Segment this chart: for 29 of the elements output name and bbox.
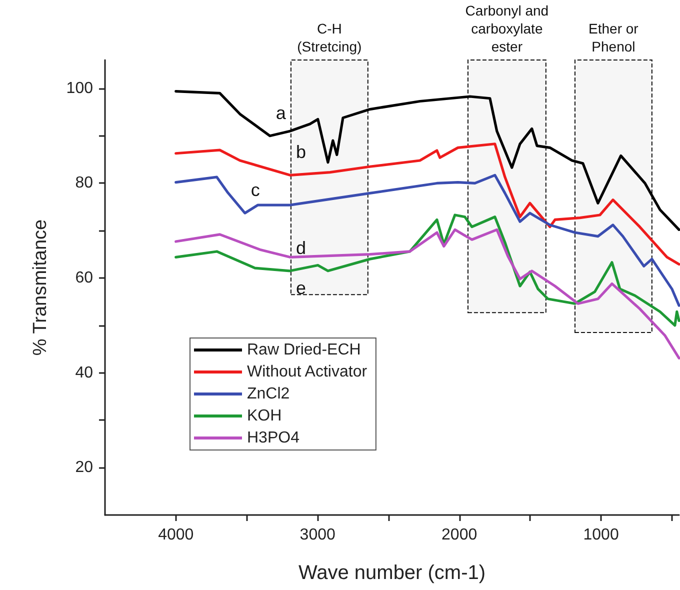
annotation: c	[250, 180, 260, 200]
y-axis-title: % Transmitance	[30, 219, 51, 356]
annotation: d	[296, 238, 306, 258]
legend-label: H3PO4	[247, 430, 300, 446]
line-series	[174, 214, 680, 327]
legend-label: Raw Dried-ECH	[247, 342, 361, 358]
y-tick-label: 40	[75, 364, 94, 382]
x-tick-label: 1000	[583, 526, 619, 544]
line-series	[174, 142, 680, 266]
x-tick-label: 3000	[300, 526, 336, 544]
band-label: Carbonyl and carboxylate ester	[465, 2, 549, 54]
x-axis-title: Wave number (cm-1)	[298, 562, 486, 584]
y-tick-label: 100	[66, 80, 94, 97]
line-series	[174, 228, 680, 360]
band-label: C-H (Stretcing)	[297, 20, 362, 54]
legend-label: Without Activator	[247, 364, 368, 380]
line-series	[174, 174, 680, 307]
x-tick-label: 4000	[158, 526, 194, 544]
y-tick-label: 20	[75, 459, 94, 476]
x-tick-label: 2000	[442, 526, 478, 544]
y-tick-label: 60	[75, 270, 94, 287]
annotation: e	[296, 278, 306, 298]
annotation: a	[276, 102, 287, 123]
line-series	[174, 90, 680, 231]
legend-label: ZnCl2	[247, 386, 290, 402]
legend-label: KOH	[247, 408, 282, 424]
y-tick-label: 80	[75, 174, 94, 192]
annotation: b	[296, 142, 306, 162]
band-label: Ether or Phenol	[588, 20, 639, 54]
